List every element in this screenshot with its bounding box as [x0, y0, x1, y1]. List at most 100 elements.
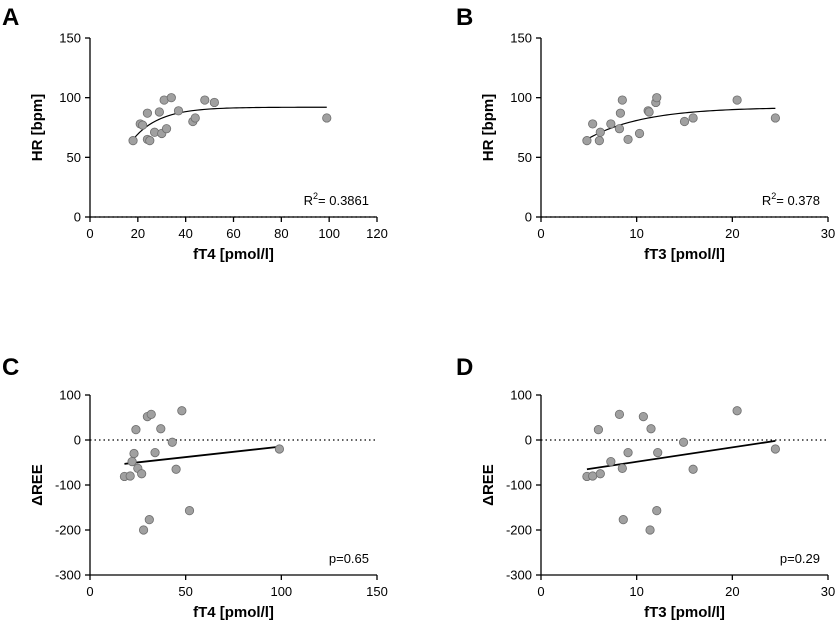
data-point — [688, 113, 698, 123]
data-point — [322, 113, 332, 123]
data-point — [770, 113, 780, 123]
data-point — [614, 409, 625, 419]
data-point — [595, 127, 605, 137]
data-point — [594, 136, 604, 146]
data-point — [171, 464, 181, 474]
data-point — [588, 471, 598, 481]
y-tick-label: -100 — [55, 478, 81, 493]
data-point — [644, 107, 654, 117]
data-point — [154, 107, 164, 117]
x-axis-title: fT3 [pmol/l] — [644, 604, 725, 621]
data-point — [200, 95, 210, 105]
x-tick-label: 0 — [86, 584, 93, 599]
data-point — [146, 409, 156, 419]
y-tick-label: -200 — [506, 523, 532, 538]
data-point — [128, 136, 138, 146]
data-point — [653, 447, 663, 458]
x-tick-label: 50 — [178, 584, 192, 599]
data-point — [145, 136, 155, 146]
x-tick-label: 0 — [537, 226, 544, 241]
data-point — [638, 411, 648, 422]
data-point — [606, 456, 616, 467]
x-tick-label: 120 — [366, 226, 388, 241]
stat-annotation: p=0.29 — [780, 551, 820, 566]
x-tick-label: 0 — [537, 584, 544, 599]
y-tick-label: 100 — [59, 90, 81, 105]
data-point — [652, 93, 662, 103]
x-axis-title: fT3 [pmol/l] — [644, 246, 725, 263]
data-point — [617, 463, 627, 473]
x-tick-label: 20 — [725, 584, 739, 599]
data-point — [615, 108, 626, 118]
stat-annotation: p=0.65 — [329, 551, 369, 566]
panel-letter: B — [456, 4, 473, 31]
x-tick-label: 30 — [821, 584, 835, 599]
data-point — [177, 406, 187, 416]
data-point — [137, 469, 147, 479]
y-tick-label: 0 — [525, 433, 532, 448]
fit-curve — [132, 106, 327, 140]
x-tick-label: 10 — [629, 584, 643, 599]
data-point — [138, 525, 149, 535]
chart-panel-c: C -300 -200 -100 0 100 0 50 100 150 fT4 [pmol/l] ΔR… — [2, 354, 388, 621]
y-tick-label: 0 — [74, 433, 81, 448]
data-point — [678, 437, 689, 447]
y-tick-label: -100 — [506, 478, 532, 493]
x-tick-label: 100 — [318, 226, 340, 241]
panel-letter: D — [456, 354, 473, 381]
data-point — [142, 108, 152, 118]
data-point — [131, 425, 141, 435]
x-axis-title: fT4 [pmol/l] — [193, 246, 274, 263]
data-point — [732, 95, 742, 105]
data-point — [634, 128, 645, 139]
x-tick-label: 30 — [821, 226, 835, 241]
data-point — [138, 120, 148, 130]
data-point — [770, 444, 780, 454]
data-point — [144, 515, 154, 525]
y-axis-title: ΔREE — [480, 464, 497, 506]
chart-panel-b: B 0 50 100 150 0 10 20 30 fT3 [pmol/l] HR [bpm] R2=… — [456, 4, 835, 263]
x-tick-label: 20 — [131, 226, 145, 241]
data-point — [617, 95, 627, 105]
y-tick-label: 0 — [74, 210, 81, 225]
data-point — [209, 97, 219, 108]
y-tick-label: 100 — [510, 388, 532, 403]
x-tick-label: 100 — [270, 584, 292, 599]
x-tick-label: 150 — [366, 584, 388, 599]
data-point — [190, 113, 200, 123]
regression-line — [586, 440, 776, 471]
x-axis-title: fT4 [pmol/l] — [193, 604, 274, 621]
y-axis-title: ΔREE — [29, 464, 46, 506]
data-point — [582, 136, 592, 146]
x-tick-label: 80 — [274, 226, 288, 241]
data-point — [606, 119, 616, 129]
data-point — [623, 134, 633, 145]
x-tick-label: 40 — [178, 226, 192, 241]
data-point — [688, 464, 698, 474]
y-tick-label: -300 — [506, 568, 532, 583]
data-point — [618, 515, 628, 525]
x-tick-label: 60 — [226, 226, 240, 241]
y-tick-label: 50 — [67, 150, 81, 165]
data-point — [732, 406, 742, 416]
data-point — [623, 447, 633, 458]
data-point — [646, 424, 656, 434]
data-point — [652, 506, 662, 516]
stat-annotation: R2= 0.3861 — [304, 191, 369, 208]
y-tick-label: 100 — [59, 388, 81, 403]
chart-panel-d: D -300 -200 -100 0 100 0 10 20 30 fT3 [pmol/l] ΔREE… — [456, 354, 835, 621]
data-point — [679, 116, 690, 127]
y-tick-label: -300 — [55, 568, 81, 583]
data-point — [184, 506, 195, 516]
data-point — [166, 93, 176, 103]
data-point — [614, 124, 625, 134]
stat-annotation: R2= 0.378 — [762, 191, 820, 208]
y-tick-label: -200 — [55, 523, 81, 538]
y-tick-label: 0 — [525, 210, 532, 225]
x-tick-label: 20 — [725, 226, 739, 241]
data-point — [167, 437, 177, 447]
data-point — [156, 424, 166, 434]
regression-line — [124, 445, 280, 465]
y-tick-label: 150 — [510, 31, 532, 46]
